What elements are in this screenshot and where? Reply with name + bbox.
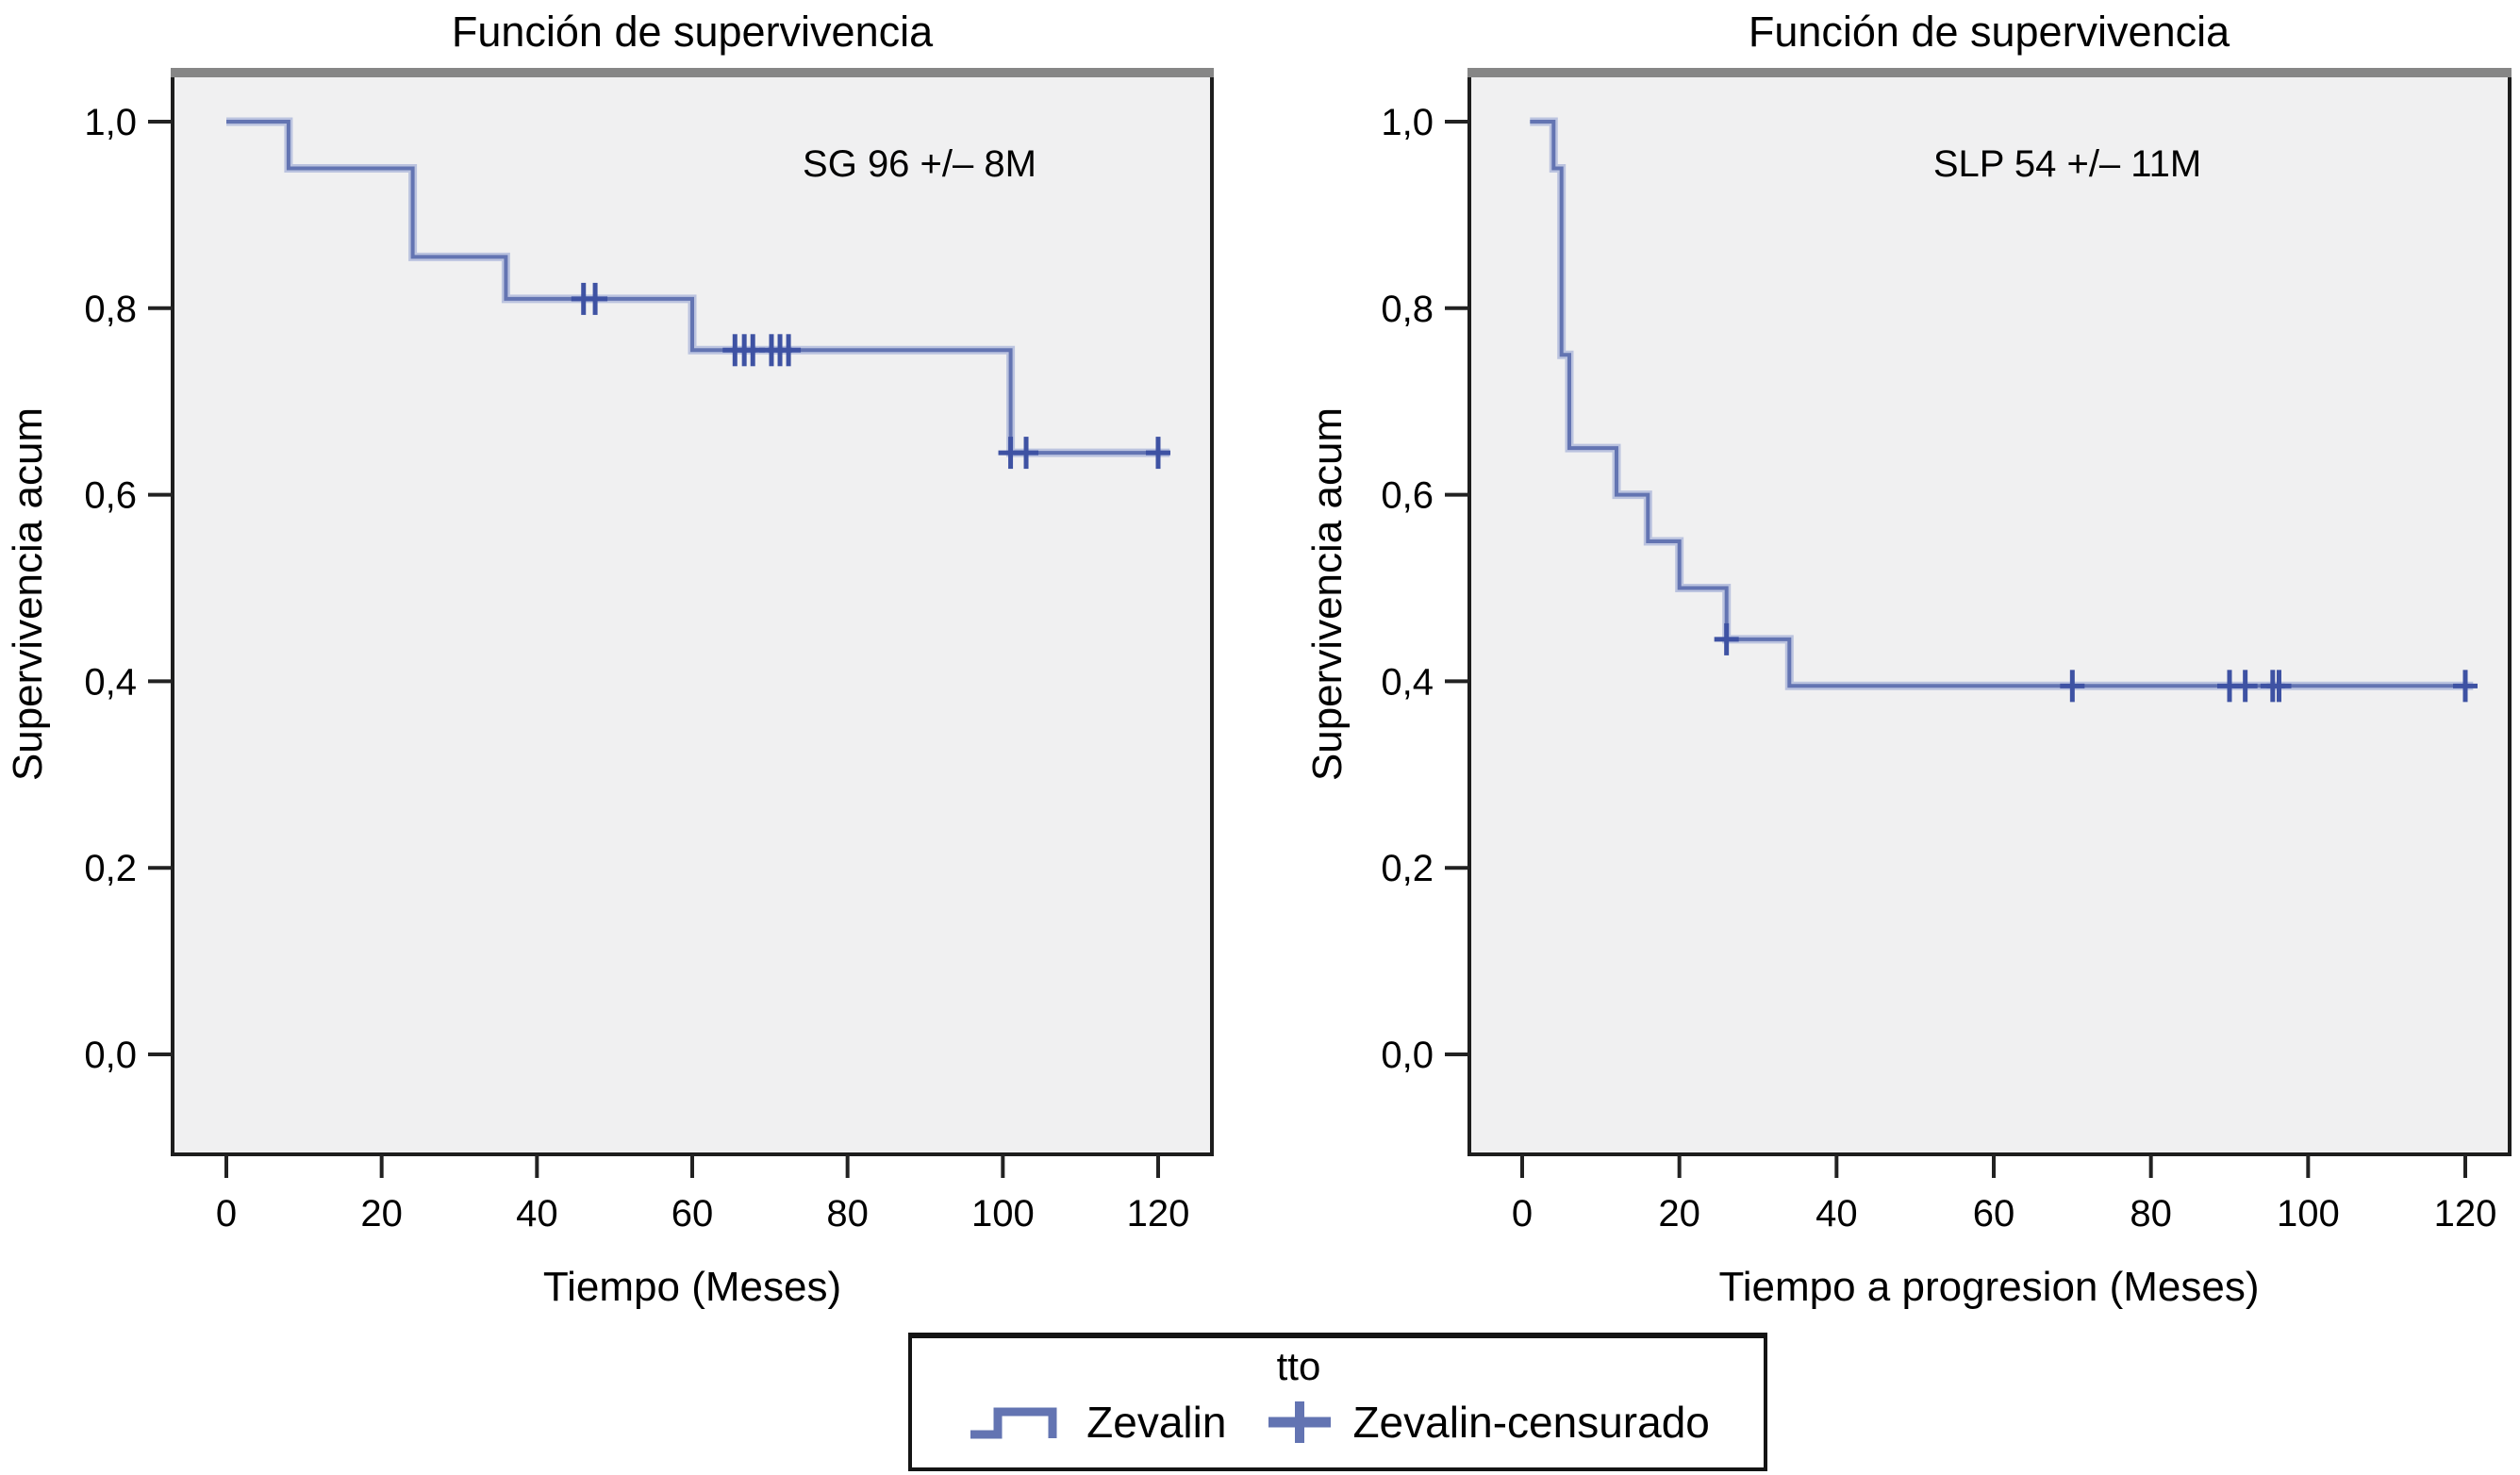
x-axis-ticks: 0 20 40 60 80 100 120 — [1512, 1154, 2496, 1235]
plot-area — [171, 69, 1214, 1156]
censor-marks — [571, 282, 1170, 470]
x-tick-label: 0 — [1512, 1193, 1533, 1235]
x-tick-label: 80 — [2130, 1193, 2172, 1235]
y-tick-label: 0,4 — [84, 661, 137, 703]
survival-plot-left: 0 20 40 60 80 100 120 1,0 0,8 0,6 0,4 0,2 0,0 — [84, 68, 1214, 1235]
x-tick-label: 60 — [1973, 1193, 2015, 1235]
censor-marks — [1714, 622, 2478, 703]
y-tick-label: 0,8 — [1381, 289, 1434, 330]
y-axis-ticks: 1,0 0,8 0,6 0,4 0,2 0,0 — [1381, 102, 1469, 1076]
legend-label-zevalin: Zevalin — [1086, 1398, 1227, 1447]
x-tick-label: 40 — [516, 1193, 558, 1235]
y-tick-label: 1,0 — [84, 102, 137, 143]
right-annotation: SLP 54 +/– 11M — [1932, 143, 2202, 185]
step-line-icon — [970, 1407, 1057, 1439]
x-tick-label: 20 — [1658, 1193, 1700, 1235]
x-tick-label: 120 — [1127, 1193, 1190, 1235]
y-tick-label: 0,0 — [84, 1035, 137, 1076]
right-y-axis-title: Supervivencia acum — [1304, 406, 1351, 782]
x-tick-label: 120 — [2434, 1193, 2497, 1235]
x-tick-label: 0 — [216, 1193, 237, 1235]
y-tick-label: 0,4 — [1381, 661, 1434, 703]
y-tick-label: 0,2 — [1381, 848, 1434, 889]
legend-label-zevalin-censored: Zevalin-censurado — [1352, 1398, 1710, 1447]
right-chart-title: Función de supervivencia — [1748, 8, 2230, 56]
x-tick-label: 100 — [971, 1193, 1035, 1235]
left-chart-title: Función de supervivencia — [451, 8, 934, 56]
plot-frame-top-shadow — [171, 68, 1214, 77]
y-tick-label: 0,6 — [1381, 475, 1434, 517]
y-tick-label: 0,6 — [84, 475, 137, 517]
survival-plot-right: 0 20 40 60 80 100 120 1,0 0,8 0,6 0,4 0,2 0,0 — [1381, 68, 2512, 1235]
legend-title: tto — [1276, 1344, 1321, 1388]
plot-area — [1467, 69, 2512, 1156]
plus-censored-icon — [1268, 1401, 1332, 1443]
x-tick-label: 60 — [671, 1193, 714, 1235]
y-tick-label: 0,8 — [84, 289, 137, 330]
legend: tto Zevalin Zevalin-censurado — [908, 1333, 1767, 1471]
plot-frame-top-shadow — [1467, 68, 2512, 77]
right-x-axis-title: Tiempo a progresion (Meses) — [1718, 1264, 2260, 1310]
y-axis-ticks: 1,0 0,8 0,6 0,4 0,2 0,0 — [84, 102, 173, 1076]
left-x-axis-title: Tiempo (Meses) — [542, 1264, 842, 1310]
left-y-axis-title: Supervivencia acum — [5, 406, 51, 782]
survival-curve — [226, 120, 1170, 456]
y-tick-label: 0,0 — [1381, 1035, 1434, 1076]
left-annotation: SG 96 +/– 8M — [803, 143, 1036, 185]
legend-entries: Zevalin Zevalin-censurado — [912, 1397, 1764, 1448]
x-tick-label: 80 — [826, 1193, 869, 1235]
x-tick-label: 100 — [2277, 1193, 2340, 1235]
x-axis-ticks: 0 20 40 60 80 100 120 — [216, 1154, 1189, 1235]
y-tick-label: 1,0 — [1381, 102, 1434, 143]
x-tick-label: 40 — [1815, 1193, 1858, 1235]
x-tick-label: 20 — [360, 1193, 403, 1235]
y-tick-label: 0,2 — [84, 848, 137, 889]
